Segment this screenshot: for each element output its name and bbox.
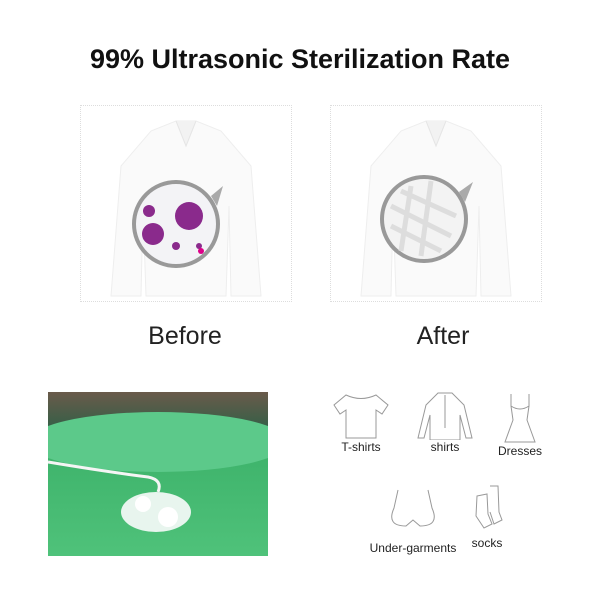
socks-icon [475, 485, 503, 529]
page-title: 99% Ultrasonic Sterilization Rate [89, 44, 511, 74]
socks-label: socks [471, 536, 503, 550]
socks-item: socks [442, 484, 532, 550]
shirt-label: shirts [430, 440, 460, 454]
after-label: After [416, 322, 470, 350]
dress-item: Dresses [475, 392, 565, 458]
t-shirt-icon [333, 394, 389, 439]
under-garments-item: Under-garments [368, 488, 458, 555]
dress-label: Dresses [497, 444, 542, 458]
dress-icon [504, 394, 536, 443]
after-panel [330, 105, 542, 302]
t-shirt-label: T-shirts [341, 440, 381, 454]
before-label: Before [148, 322, 222, 350]
before-panel [80, 105, 292, 302]
shirt-with-germs-image [110, 120, 262, 297]
shirt-icon [417, 392, 473, 440]
shirt-item: shirts [400, 390, 490, 454]
washing-photo [48, 392, 268, 556]
clean-shirt-image [360, 120, 512, 297]
under-garments-label: Under-garments [369, 541, 457, 555]
t-shirt-item: T-shirts [316, 390, 406, 454]
bra-icon [391, 489, 435, 527]
